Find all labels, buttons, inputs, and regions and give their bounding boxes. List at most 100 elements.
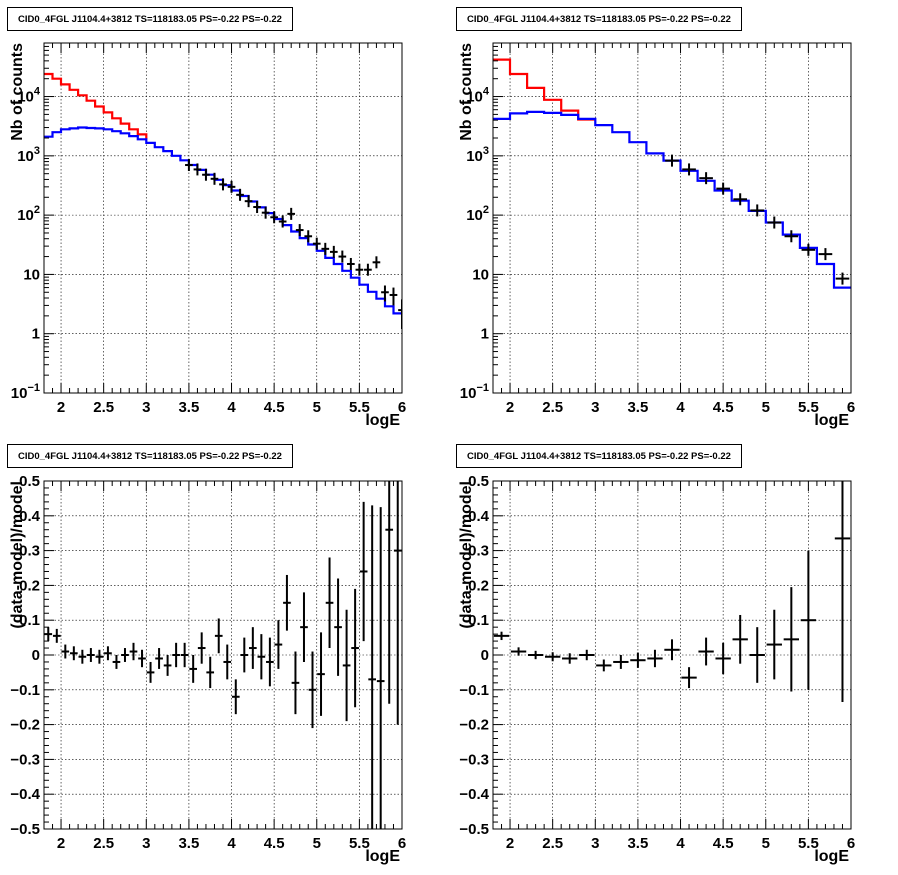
y-axis-label: Nb of counts [458, 43, 475, 141]
data-point [312, 237, 321, 250]
data-point [155, 648, 163, 669]
data-point [665, 154, 679, 167]
x-tick-label: 3 [591, 399, 599, 416]
x-tick-label: 3.5 [627, 399, 648, 416]
data-point [129, 642, 138, 661]
data-point [562, 653, 578, 664]
y-tick-label: 0.3 [19, 543, 40, 560]
y-tick-label: 0 [32, 647, 40, 664]
data-point [359, 501, 368, 642]
chart-title: CID0_4FGL J1104.4+3812 TS=118183.05 PS=-… [7, 444, 293, 468]
y-tick-label: −0.3 [459, 751, 489, 768]
data-point [381, 285, 389, 302]
data-point [715, 642, 731, 675]
data-point [274, 620, 283, 669]
data-point [69, 646, 78, 661]
data-point [317, 632, 325, 716]
x-tick-label: 3.5 [627, 835, 648, 852]
x-tick-label: 2.5 [542, 835, 563, 852]
data-point [227, 180, 236, 193]
y-tick-label: 102 [466, 204, 489, 224]
residual-right-chart: 2 2.5 3 3.5 4 4.5 5 5.5 6 −0.5 −0.4 −0.3 −0.2 −0.1 0 0.… [458, 473, 855, 865]
x-tick-label: 3 [142, 399, 150, 416]
y-tick-label: 10 [23, 266, 40, 283]
data-point [716, 182, 730, 195]
data-point [834, 481, 851, 702]
data-point [784, 230, 799, 243]
y-tick-label: 1 [32, 326, 40, 343]
data-point [510, 647, 527, 656]
data-point [647, 649, 663, 668]
data-point [219, 178, 227, 191]
data-point [321, 242, 330, 255]
data-point [376, 507, 385, 829]
x-tick-label: 2 [57, 399, 65, 416]
y-tick-label: 1 [481, 326, 489, 343]
x-tick-label: 6 [847, 399, 855, 416]
data-point [185, 159, 193, 172]
x-tick-label: 2.5 [93, 835, 114, 852]
y-axis-label: Nb of counts [9, 43, 26, 141]
x-tick-label: 4 [676, 399, 685, 416]
data-point [163, 655, 172, 676]
x-tick-label: 4 [676, 835, 685, 852]
data-point [766, 609, 782, 680]
pad-residual-right: 2 2.5 3 3.5 4 4.5 5 5.5 6 −0.5 −0.4 −0.3 −0.2 −0.1 0 0.… [449, 437, 898, 875]
data-point [342, 609, 351, 722]
data-point [240, 637, 249, 673]
x-tick-label: 3 [142, 835, 150, 852]
y-tick-label: 103 [466, 145, 489, 165]
y-tick-label: 0.2 [19, 577, 40, 594]
x-tick-label: 5 [313, 835, 321, 852]
data-point [733, 193, 748, 206]
data-point [121, 648, 129, 662]
data-point [329, 245, 338, 258]
model-histogram [493, 58, 596, 121]
y-tick-label: 10−1 [460, 382, 489, 402]
y-tick-label: 0.2 [468, 577, 489, 594]
data-point [202, 168, 210, 181]
data-point [61, 644, 70, 659]
data-point [95, 649, 104, 664]
data-point [214, 618, 223, 654]
data-point [304, 230, 313, 243]
data-point [244, 195, 253, 208]
data-point [732, 614, 748, 664]
x-tick-label: 5 [313, 399, 321, 416]
data-point [368, 505, 377, 829]
data-point [236, 188, 244, 201]
x-tick-label: 3.5 [178, 835, 199, 852]
data-point [112, 655, 121, 669]
y-tick-label: −0.4 [459, 786, 489, 803]
y-tick-label: 0.3 [468, 543, 489, 560]
plot-area [44, 481, 402, 829]
data-point [257, 634, 266, 680]
data-point [347, 257, 355, 270]
data-point [52, 628, 61, 643]
data-point [351, 588, 359, 708]
x-tick-label: 5 [762, 835, 770, 852]
data-point [613, 655, 629, 669]
counts-right-chart: 2 2.5 3 3.5 4 4.5 5 5.5 6 10−1 1 10 102 103 104 logE Nb … [458, 42, 855, 429]
data-point [527, 650, 544, 660]
data-point [596, 659, 612, 672]
data-point [193, 163, 202, 176]
model-histogram [44, 126, 402, 315]
data-point [283, 574, 291, 631]
y-tick-label: 0.4 [468, 508, 490, 525]
data-point [681, 667, 697, 689]
plot-area [493, 58, 851, 289]
x-tick-label: 6 [398, 835, 406, 852]
data-point [630, 652, 646, 668]
pad-counts-right: 2 2.5 3 3.5 4 4.5 5 5.5 6 10−1 1 10 102 103 104 logE Nb … [449, 0, 898, 437]
y-tick-label: 0.4 [19, 508, 41, 525]
data-point [389, 287, 398, 306]
y-tick-label: 0.5 [19, 473, 40, 490]
data-point [385, 481, 394, 704]
x-axis-label: logE [365, 412, 400, 429]
data-point [266, 637, 274, 687]
plot-frame [43, 42, 403, 394]
data-point [364, 263, 372, 276]
x-tick-label: 4.5 [264, 399, 285, 416]
x-tick-label: 5 [762, 399, 770, 416]
